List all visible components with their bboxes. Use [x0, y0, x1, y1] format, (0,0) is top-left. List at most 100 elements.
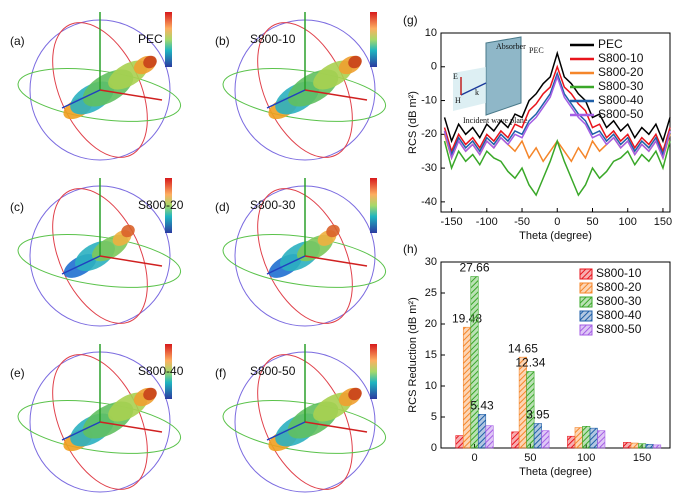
- y-tick-label: -20: [421, 128, 437, 140]
- inset-annotation: k: [475, 88, 479, 97]
- rcs-line: [443, 64, 671, 154]
- panel-letter: (f): [215, 366, 226, 380]
- bar: [574, 427, 583, 449]
- lobe: [348, 55, 362, 69]
- ring-green: [222, 68, 387, 122]
- lobe: [143, 387, 157, 401]
- axis-y: [266, 89, 306, 109]
- colorbar: [165, 178, 172, 233]
- legend-label: S800-30: [596, 294, 642, 308]
- value-label: 12.34: [515, 356, 545, 370]
- y-tick-label: -10: [421, 94, 437, 106]
- legend-swatch: [579, 282, 593, 294]
- panel-label: PEC: [138, 32, 163, 46]
- rcs-line: [443, 134, 671, 163]
- colorbar: [370, 178, 377, 233]
- panel-label: S800-30: [250, 198, 296, 212]
- y-tick-label: 5: [431, 411, 437, 423]
- x-axis-label: Theta (degree): [519, 466, 592, 478]
- bar: [541, 430, 550, 449]
- colorbar: [370, 12, 377, 67]
- legend-label: S800-20: [598, 65, 644, 79]
- bar: [623, 442, 632, 449]
- rcs-line: [443, 74, 671, 161]
- lobe: [326, 224, 340, 238]
- value-label: 5.43: [470, 399, 494, 413]
- legend-label: S800-10: [596, 266, 642, 280]
- panel-letter: (d): [215, 200, 230, 214]
- bar: [526, 371, 535, 449]
- inset-arrow-k: [460, 82, 487, 96]
- x-tick-label: -100: [476, 216, 498, 228]
- legend-label: S800-40: [598, 93, 644, 107]
- y-tick-label: -30: [421, 162, 437, 174]
- pattern-panel: (f) S800-50: [215, 344, 387, 493]
- inset-annotation: E: [453, 72, 458, 81]
- x-tick-label: 150: [654, 216, 672, 228]
- ring-green: [17, 234, 182, 288]
- axis-y: [61, 421, 101, 441]
- y-tick-label: 25: [425, 287, 437, 299]
- inset-annotation: Absorber: [496, 42, 526, 51]
- y-axis-label: RCS (dB m²): [407, 91, 419, 154]
- bar: [630, 442, 639, 449]
- bar: [518, 356, 527, 449]
- y-tick-label: -40: [421, 196, 437, 208]
- panel-letter: (a): [10, 34, 25, 48]
- x-tick-label: 100: [619, 216, 637, 228]
- y-tick-label: 30: [425, 256, 437, 268]
- axis-x: [304, 89, 368, 101]
- axis-x: [304, 255, 368, 267]
- pattern-panel: (d) S800-30: [215, 178, 387, 327]
- legend-label: S800-20: [596, 280, 642, 294]
- panel-label: S800-40: [138, 364, 184, 378]
- panel-letter: (e): [10, 366, 25, 380]
- x-tick-label: -150: [441, 216, 463, 228]
- bar: [567, 435, 576, 449]
- inset-annotation: H: [455, 96, 461, 105]
- rcs-line: [443, 50, 671, 144]
- bar: [653, 444, 662, 449]
- panel-letter: (c): [10, 200, 24, 214]
- pattern-panel: (b) S800-10: [215, 12, 387, 161]
- bar: [470, 276, 479, 449]
- legend-swatch: [579, 324, 593, 336]
- lobe: [348, 387, 362, 401]
- axis-x: [304, 421, 368, 433]
- panel-label: S800-50: [250, 364, 296, 378]
- colorbar: [165, 344, 172, 399]
- legend-label: S800-50: [596, 322, 642, 336]
- bar: [477, 414, 487, 449]
- pattern-panel: (e) S800-40: [10, 344, 184, 493]
- bar: [582, 425, 591, 449]
- bar: [589, 427, 598, 449]
- bar: [485, 425, 494, 449]
- y-tick-label: 10: [425, 27, 437, 39]
- panel-label: S800-10: [250, 32, 296, 46]
- bar: [597, 430, 606, 449]
- x-tick-label: 50: [524, 452, 536, 464]
- y-tick-label: 15: [425, 349, 437, 361]
- panel-letter: (b): [215, 34, 230, 48]
- plot-frame: [440, 32, 671, 213]
- inset-annotation: Incident wave plane: [463, 116, 528, 125]
- legend-label: S800-50: [598, 107, 644, 121]
- colorbar: [165, 12, 172, 67]
- panel-label: S800-20: [138, 198, 184, 212]
- x-tick-label: 0: [554, 216, 560, 228]
- y-tick-label: 0: [431, 442, 437, 454]
- y-tick-label: 20: [425, 318, 437, 330]
- x-tick-label: 0: [471, 452, 477, 464]
- axis-y: [61, 255, 101, 275]
- pattern-panel: (c) S800-20: [10, 178, 184, 327]
- axis-x: [99, 421, 163, 433]
- x-axis-label: Theta (degree): [519, 230, 592, 242]
- axis-x: [99, 89, 163, 101]
- pattern-panel: (a) PEC: [10, 12, 182, 161]
- bar: [638, 443, 647, 449]
- legend-label: PEC: [598, 37, 623, 51]
- legend-label: S800-40: [596, 308, 642, 322]
- axis-x: [99, 255, 163, 267]
- colorbar: [370, 344, 377, 399]
